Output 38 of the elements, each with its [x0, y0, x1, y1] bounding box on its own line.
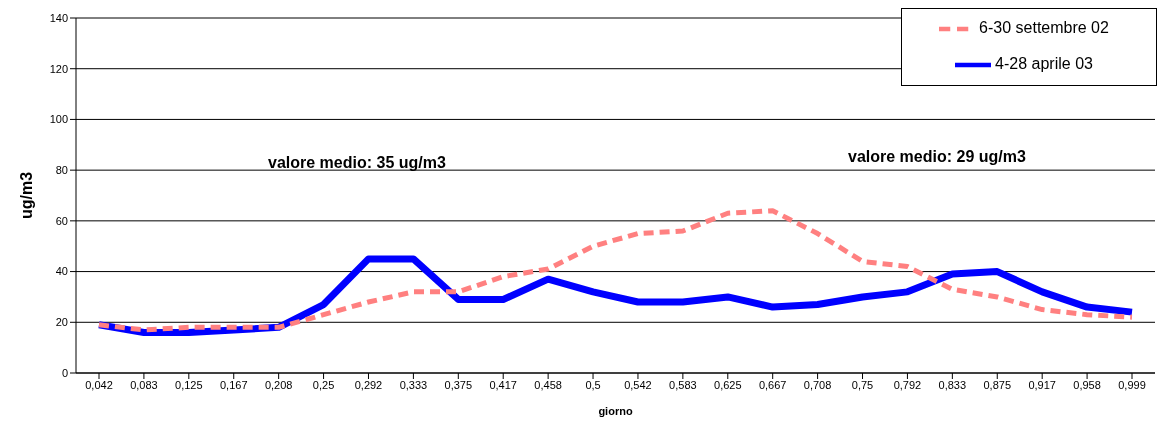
x-tick-label: 0,958 — [1073, 378, 1101, 391]
legend-label: 4-28 aprile 03 — [995, 55, 1093, 73]
x-tick-label: 0,542 — [624, 378, 652, 391]
x-tick-label: 0,042 — [85, 378, 113, 391]
x-tick-label: 0,583 — [669, 378, 697, 391]
x-tick-label: 0,708 — [803, 378, 832, 391]
x-tick-label: 0,875 — [983, 378, 1012, 391]
x-tick-label: 0,75 — [851, 378, 874, 391]
x-tick-label: 0,917 — [1028, 378, 1056, 391]
x-tick-label: 0,458 — [534, 378, 562, 391]
x-tick-label: 0,417 — [489, 378, 517, 391]
y-tick-label: 80 — [55, 164, 68, 177]
y-tick-label: 60 — [55, 214, 68, 227]
x-tick-label: 0,208 — [264, 378, 293, 391]
y-axis-title: ug/m3 — [17, 171, 35, 220]
x-tick-label: 0,625 — [714, 378, 742, 391]
y-tick-label: 120 — [49, 62, 68, 75]
x-tick-label: 0,792 — [893, 378, 922, 391]
x-tick-label: 0,667 — [758, 378, 787, 391]
x-tick-label: 0,25 — [312, 378, 335, 391]
x-tick-label: 0,292 — [354, 378, 383, 391]
y-tick-label: 100 — [49, 113, 68, 126]
x-tick-label: 0,833 — [938, 378, 967, 391]
legend-label: 6-30 settembre 02 — [979, 19, 1109, 37]
y-tick-label: 140 — [49, 11, 68, 24]
x-tick-label: 0,333 — [399, 378, 428, 391]
y-tick-label: 20 — [55, 316, 68, 329]
y-tick-label: 40 — [55, 265, 68, 278]
x-tick-label: 0,167 — [219, 378, 248, 391]
x-tick-label: 0,083 — [130, 378, 158, 391]
x-tick-label: 0,125 — [175, 378, 203, 391]
x-tick-label: 0,5 — [585, 378, 601, 391]
x-tick-label: 0,999 — [1118, 378, 1146, 391]
x-tick-label: 0,375 — [444, 378, 473, 391]
annotation: valore medio: 29 ug/m3 — [848, 148, 1026, 166]
annotation: valore medio: 35 ug/m3 — [268, 154, 446, 172]
x-axis-title: giorno — [598, 405, 633, 417]
y-tick-label: 0 — [61, 366, 68, 379]
